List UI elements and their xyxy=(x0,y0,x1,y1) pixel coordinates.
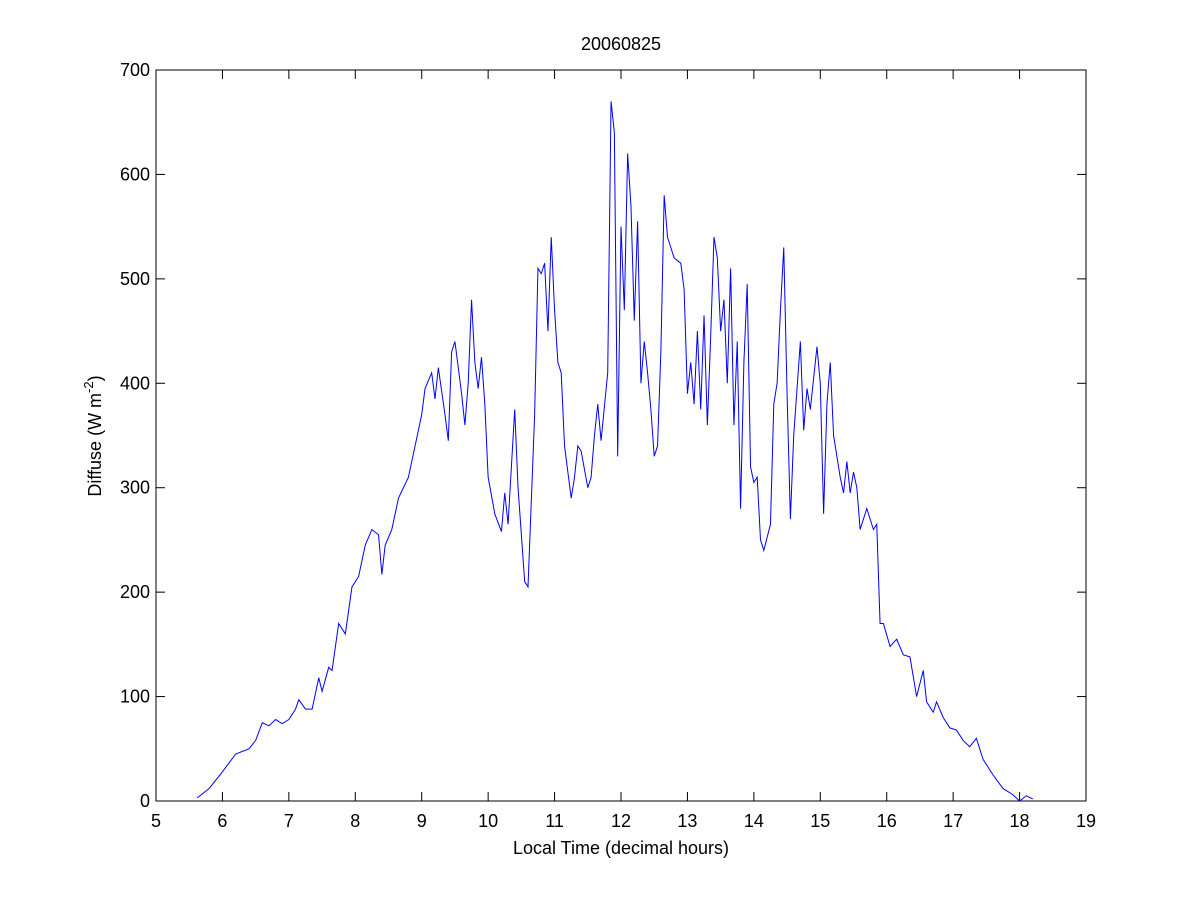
y-tick-label: 200 xyxy=(120,582,150,602)
x-tick-label: 13 xyxy=(677,811,697,831)
y-tick-label: 100 xyxy=(120,687,150,707)
y-axis-label-suffix: ) xyxy=(85,375,105,381)
x-tick-label: 9 xyxy=(417,811,427,831)
x-tick-label: 5 xyxy=(151,811,161,831)
x-tick-label: 16 xyxy=(877,811,897,831)
x-tick-label: 18 xyxy=(1010,811,1030,831)
chart-title: 20060825 xyxy=(581,34,661,54)
data-line xyxy=(196,101,1034,802)
x-tick-label: 8 xyxy=(350,811,360,831)
x-tick-label: 14 xyxy=(744,811,764,831)
x-axis-label: Local Time (decimal hours) xyxy=(513,838,729,858)
y-tick-label: 400 xyxy=(120,373,150,393)
x-tick-label: 19 xyxy=(1076,811,1096,831)
x-tick-label: 11 xyxy=(545,811,564,831)
y-tick-label: 600 xyxy=(120,164,150,184)
y-tick-label: 0 xyxy=(140,791,150,811)
y-tick-label: 300 xyxy=(120,478,150,498)
x-tick-label: 6 xyxy=(217,811,227,831)
x-tick-label: 17 xyxy=(943,811,963,831)
x-tick-label: 7 xyxy=(284,811,294,831)
y-tick-label: 700 xyxy=(120,60,150,80)
x-tick-label: 10 xyxy=(478,811,498,831)
x-tick-label: 12 xyxy=(611,811,631,831)
x-tick-label: 15 xyxy=(810,811,830,831)
y-axis-label-text: Diffuse (W m xyxy=(85,393,105,497)
y-axis-label-superscript: -2 xyxy=(81,381,96,393)
y-axis-label: Diffuse (W m-2) xyxy=(81,375,105,496)
y-tick-label: 500 xyxy=(120,269,150,289)
